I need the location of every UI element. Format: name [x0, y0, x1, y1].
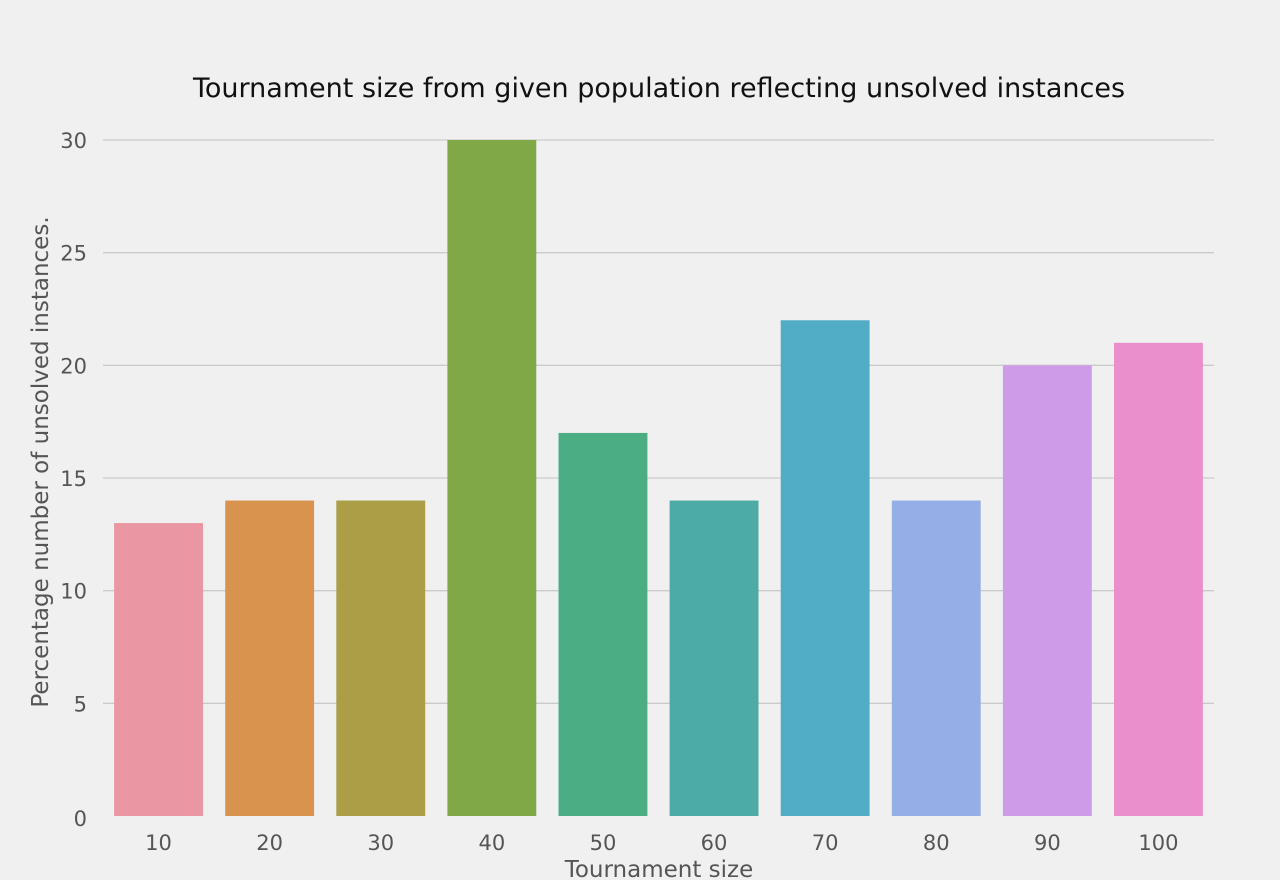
y-tick-label: 25 — [60, 242, 87, 266]
x-tick-label: 20 — [256, 831, 283, 855]
bar-60 — [669, 500, 759, 816]
bar-50 — [558, 432, 648, 816]
y-tick-label: 20 — [60, 354, 87, 378]
bar-10 — [114, 523, 203, 816]
bars — [114, 140, 1203, 816]
bar-30 — [336, 500, 426, 816]
x-tick-label: 50 — [590, 831, 617, 855]
x-tick-label: 70 — [812, 831, 839, 855]
x-tick-label: 40 — [478, 831, 505, 855]
y-axis-label: Percentage number of unsolved instances. — [28, 216, 54, 707]
chart-title: Tournament size from given population re… — [192, 73, 1125, 104]
x-tick-label: 60 — [701, 831, 728, 855]
y-tick-label: 15 — [60, 467, 87, 491]
x-tick-label: 30 — [367, 831, 394, 855]
x-axis-label: Tournament size — [564, 857, 754, 880]
x-tick-label: 80 — [923, 831, 950, 855]
x-tick-label: 90 — [1034, 831, 1061, 855]
bar-20 — [225, 500, 315, 816]
bar-80 — [891, 500, 981, 816]
y-tick-label: 10 — [60, 580, 87, 604]
y-tick-label: 0 — [74, 807, 87, 831]
bar-40 — [447, 140, 537, 816]
bar-90 — [1002, 365, 1092, 816]
y-axis-ticks: 0 5 10 15 20 25 30 — [60, 129, 87, 831]
y-tick-label: 5 — [74, 692, 87, 716]
x-axis-ticks: 10 20 30 40 50 60 70 80 90 100 — [145, 831, 1178, 855]
y-tick-label: 30 — [60, 129, 87, 153]
bar-100 — [1114, 342, 1203, 816]
x-tick-label: 10 — [145, 831, 172, 855]
bar-70 — [780, 320, 870, 816]
x-tick-label: 100 — [1138, 831, 1178, 855]
